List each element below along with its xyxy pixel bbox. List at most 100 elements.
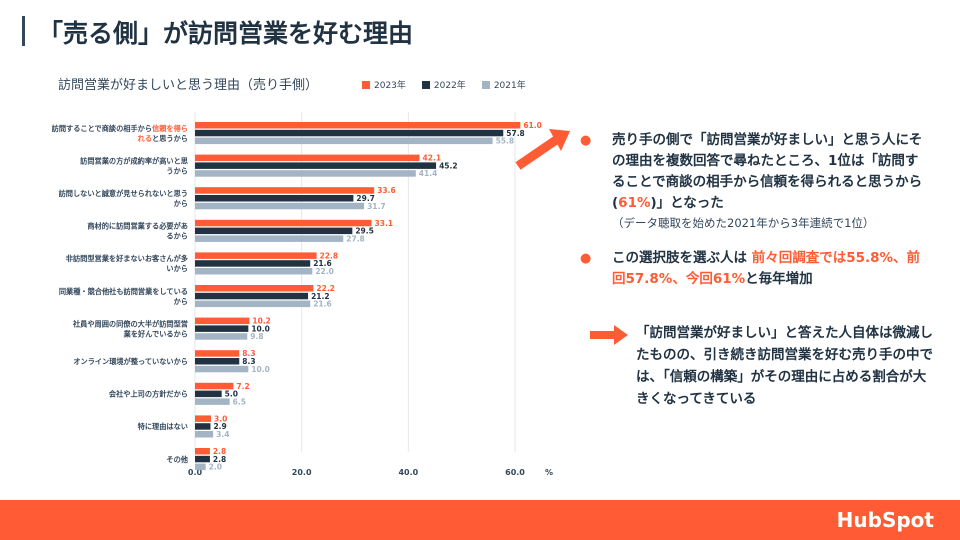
category-label: 訪問しないと誠意が見せられないと思う bbox=[59, 189, 188, 198]
bullet-list: ● 売り手の側で「訪問営業が好ましい」と思う人にその理由を複数回答で尋ねたところ… bbox=[580, 130, 930, 306]
category-label: 会社や上司の方針だから bbox=[109, 390, 188, 399]
legend-swatch-2023 bbox=[362, 80, 370, 89]
bar-2022年 bbox=[195, 129, 504, 137]
bar-2022年 bbox=[195, 423, 211, 430]
data-label: 21.6 bbox=[313, 259, 332, 268]
bullet-1-seg-0: 売り手の側で「訪問営業が好ましい」と思う人にその理由を複数回答で尋ねたところ、1… bbox=[612, 132, 923, 211]
data-label: 2.9 bbox=[213, 422, 226, 431]
legend-item-2022: 2022年 bbox=[421, 78, 466, 91]
x-tick-label: 60.0 bbox=[505, 468, 525, 477]
category-label: れると思うから bbox=[138, 134, 188, 143]
bar-2021年 bbox=[195, 333, 248, 340]
bar-2023年 bbox=[195, 187, 375, 194]
category-label: 社員や周囲の同僚の大半が訪問型営 bbox=[72, 319, 188, 328]
category-label-part: うから bbox=[166, 166, 188, 175]
data-label: 29.7 bbox=[356, 194, 375, 203]
category-label-part: 特に理由はない bbox=[138, 422, 188, 431]
title-accent-bar bbox=[22, 16, 25, 46]
legend-swatch-2022 bbox=[421, 80, 430, 89]
category-label-part: 訪問することで商談の相手から bbox=[52, 124, 152, 133]
data-label: 8.3 bbox=[242, 357, 255, 366]
data-label: 2.8 bbox=[213, 455, 226, 464]
category-label-part: 会社や上司の方針だから bbox=[109, 390, 188, 399]
category-label-part: 商材的に訪問営業する必要があ bbox=[87, 222, 188, 231]
bar-2023年 bbox=[195, 382, 234, 390]
bullet-2-seg-2: と毎年増加 bbox=[745, 271, 813, 287]
data-label: 42.1 bbox=[423, 154, 442, 163]
category-label: 商材的に訪問営業する必要があ bbox=[87, 222, 188, 231]
category-label: 同業種・競合他社も訪問営業をしている bbox=[59, 287, 188, 296]
bar-2021年 bbox=[195, 268, 313, 275]
bullet-dot-icon: ● bbox=[580, 251, 592, 266]
x-tick-label: 40.0 bbox=[398, 468, 418, 477]
footer-bar: HubSpot bbox=[0, 500, 960, 540]
bar-2023年 bbox=[195, 252, 317, 259]
bar-2021年 bbox=[195, 235, 344, 242]
category-label-part: 訪問営業の方が成約率が高いと思 bbox=[80, 156, 189, 165]
category-label: その他 bbox=[166, 455, 188, 464]
data-label: 10.0 bbox=[251, 324, 270, 333]
legend-item-2023: 2023年 bbox=[362, 78, 406, 91]
data-label: 10.0 bbox=[251, 365, 270, 374]
category-label-part: から bbox=[174, 297, 188, 306]
bar-chart: 0.0 20.0 40.0 60.0 % 訪問することで商談の相手から信頼を得られると思う… bbox=[52, 112, 570, 477]
category-label-part: 同業種・競合他社も訪問営業をしている bbox=[59, 287, 188, 296]
bar-2023年 bbox=[195, 219, 372, 227]
category-label-highlight: 信頼を得ら bbox=[152, 124, 188, 133]
data-label: 27.8 bbox=[346, 234, 365, 243]
conclusion-text: 「訪問営業が好ましい」と答えた人自体は微減したものの、引き続き訪問営業を好む売り… bbox=[636, 325, 933, 407]
x-tick-label: 0.0 bbox=[188, 468, 203, 477]
legend-label-2023: 2023年 bbox=[374, 81, 406, 91]
data-label: 8.3 bbox=[242, 349, 255, 358]
bar-2021年 bbox=[195, 300, 311, 308]
data-label: 57.8 bbox=[506, 129, 525, 138]
bar-2021年 bbox=[195, 137, 493, 145]
data-label: 41.4 bbox=[419, 169, 438, 178]
x-tick-label: 20.0 bbox=[292, 468, 312, 477]
pointer-arrow-shaft bbox=[515, 136, 559, 170]
data-label: 33.6 bbox=[377, 186, 396, 195]
chart-legend: 2023年 2022年 2021年 bbox=[362, 78, 526, 91]
page-title: 「売る側」が訪問営業を好む理由 bbox=[38, 19, 414, 48]
bullet-2-highlight: 前々回調査では55.8%、前回57.8%、今回61% bbox=[612, 250, 921, 287]
category-label-part: 非訪問型営業を好まないお客さんが多 bbox=[66, 254, 188, 263]
data-label: 45.2 bbox=[439, 161, 458, 170]
bar-2022年 bbox=[195, 455, 210, 463]
hubspot-logo: HubSpot bbox=[836, 508, 934, 532]
bar-2021年 bbox=[195, 170, 416, 177]
bar-2021年 bbox=[195, 398, 230, 405]
category-label-part: その他 bbox=[166, 455, 188, 464]
bullet-2-seg-0: この選択肢を選ぶ人は bbox=[612, 250, 752, 266]
bar-2023年 bbox=[195, 448, 210, 455]
data-label: 21.2 bbox=[311, 292, 330, 301]
bullet-item-1: ● 売り手の側で「訪問営業が好ましい」と思う人にその理由を複数回答で尋ねたところ… bbox=[580, 130, 930, 232]
bar-2021年 bbox=[195, 365, 249, 373]
category-label: 訪問することで商談の相手から信頼を得ら bbox=[52, 124, 188, 133]
category-label: 訪問営業の方が成約率が高いと思 bbox=[80, 156, 189, 165]
category-label: 業を好んでいるから bbox=[123, 329, 188, 338]
legend-label-2022: 2022年 bbox=[433, 81, 466, 91]
bullet-1-note: （データ聴取を始めた2021年から3年連続で1位） bbox=[612, 216, 875, 230]
category-label-part: と思うから bbox=[152, 134, 188, 143]
bar-2023年 bbox=[195, 285, 314, 292]
category-label: から bbox=[174, 297, 188, 306]
bullet-dot-icon: ● bbox=[580, 133, 592, 148]
bar-2023年 bbox=[195, 154, 420, 162]
chart-title: 訪問営業が好ましいと思う理由（売り手側） bbox=[58, 78, 319, 93]
data-label: 10.2 bbox=[252, 317, 271, 326]
data-label: 22.0 bbox=[315, 267, 334, 276]
legend-swatch-2021 bbox=[481, 80, 490, 89]
data-label: 2.8 bbox=[213, 447, 226, 456]
category-label: オンライン環境が整っていないから bbox=[73, 357, 188, 366]
category-label-part: 社員や周囲の同僚の大半が訪問型営 bbox=[72, 319, 188, 328]
data-label: 9.8 bbox=[250, 332, 263, 341]
bar-2022年 bbox=[195, 390, 222, 398]
data-label: 55.8 bbox=[496, 137, 515, 146]
category-label: うから bbox=[166, 166, 188, 175]
category-label: 非訪問型営業を好まないお客さんが多 bbox=[66, 254, 188, 263]
x-unit-label: % bbox=[545, 468, 553, 477]
bar-2023年 bbox=[195, 350, 240, 357]
data-label: 29.5 bbox=[355, 227, 374, 236]
category-label-part: るから bbox=[166, 232, 188, 241]
category-label-part: オンライン環境が整っていないから bbox=[73, 357, 188, 366]
